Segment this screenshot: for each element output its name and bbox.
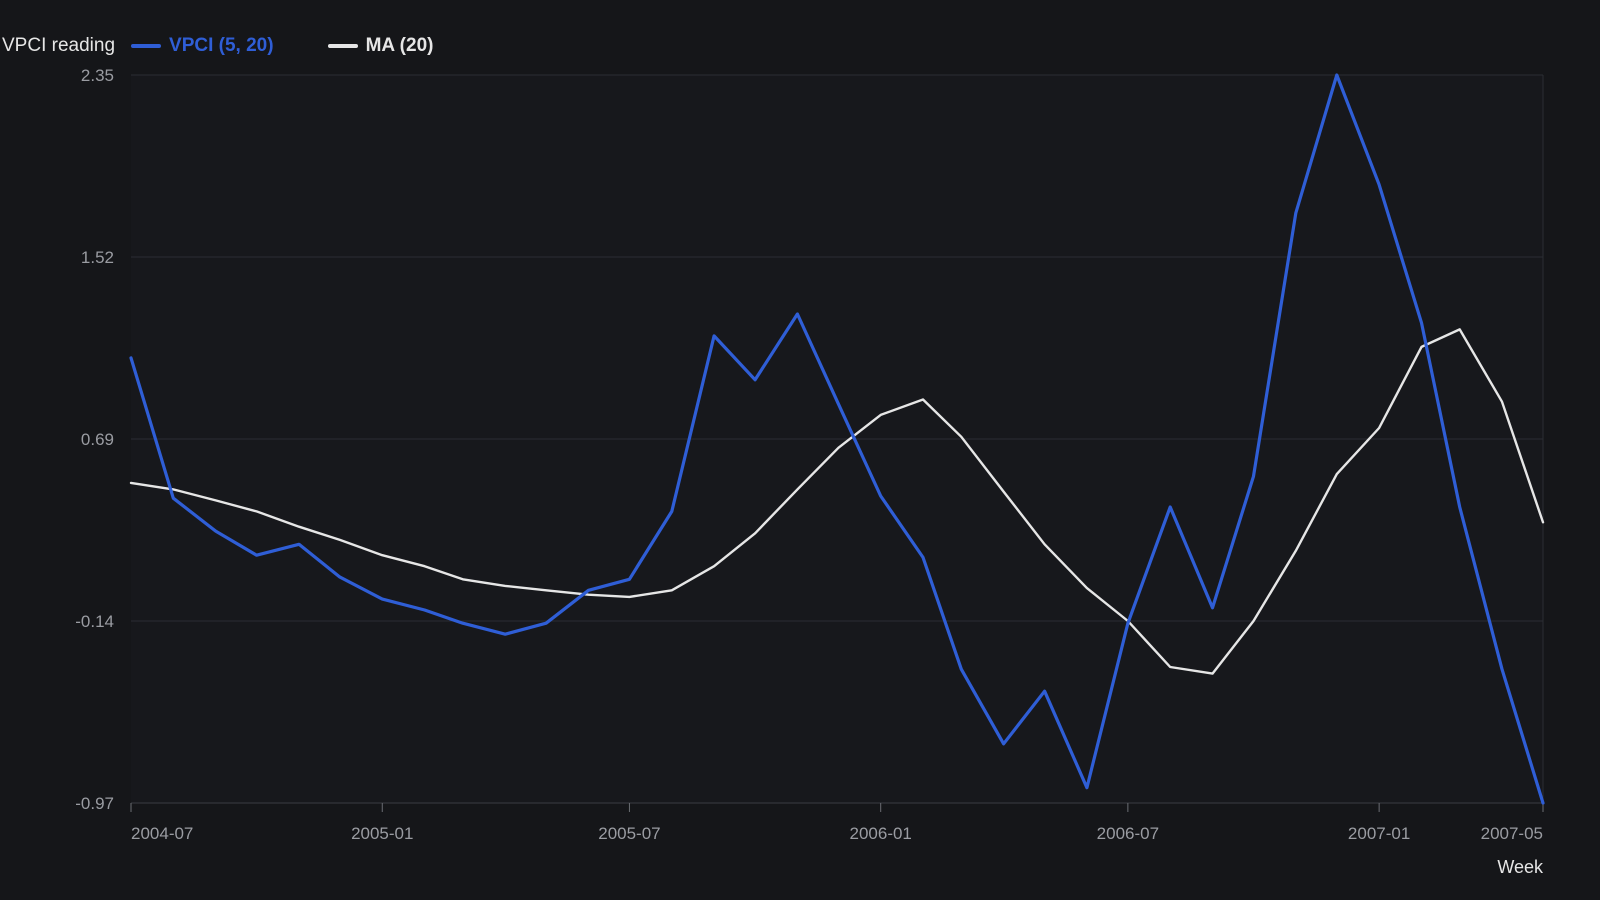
y-axis-ticks: 2.35 1.52 0.69 -0.14 -0.97 (75, 66, 114, 813)
legend-item-vpci[interactable]: VPCI (5, 20) (131, 35, 274, 57)
x-tick-label: 2004-07 (131, 824, 193, 843)
legend: VPCI reading VPCI (5, 20) MA (20) (0, 32, 487, 60)
grid-lines (131, 74, 1544, 804)
x-axis-title: Week (1497, 857, 1544, 877)
y-tick-label: 0.69 (81, 430, 114, 449)
series-group (129, 73, 1545, 805)
legend-item-ma[interactable]: MA (20) (327, 35, 434, 57)
y-axis-title: VPCI reading (2, 35, 116, 56)
x-axis-ticks: 2004-07 2005-01 2005-07 2006-01 2006-07 2007-… (130, 803, 1544, 843)
legend-label-ma: MA (20) (365, 35, 434, 56)
y-tick-label: 1.52 (81, 248, 114, 267)
x-tick-label: 2006-07 (1097, 824, 1159, 843)
series-line-ma[interactable] (129, 328, 1545, 675)
y-tick-label: 2.35 (81, 66, 114, 85)
y-tick-label: -0.97 (75, 794, 114, 813)
series-line-vpci[interactable] (129, 73, 1545, 805)
x-tick-label: 2005-01 (351, 824, 413, 843)
legend-swatch-vpci (131, 44, 162, 48)
x-tick-label: 2007-05 (1481, 824, 1543, 843)
legend-swatch-ma (327, 44, 358, 48)
y-tick-label: -0.14 (75, 612, 114, 631)
x-tick-label: 2006-01 (850, 824, 912, 843)
x-tick-label: 2007-01 (1348, 824, 1410, 843)
x-tick-label: 2005-07 (598, 824, 660, 843)
legend-label-vpci: VPCI (5, 20) (169, 35, 274, 56)
